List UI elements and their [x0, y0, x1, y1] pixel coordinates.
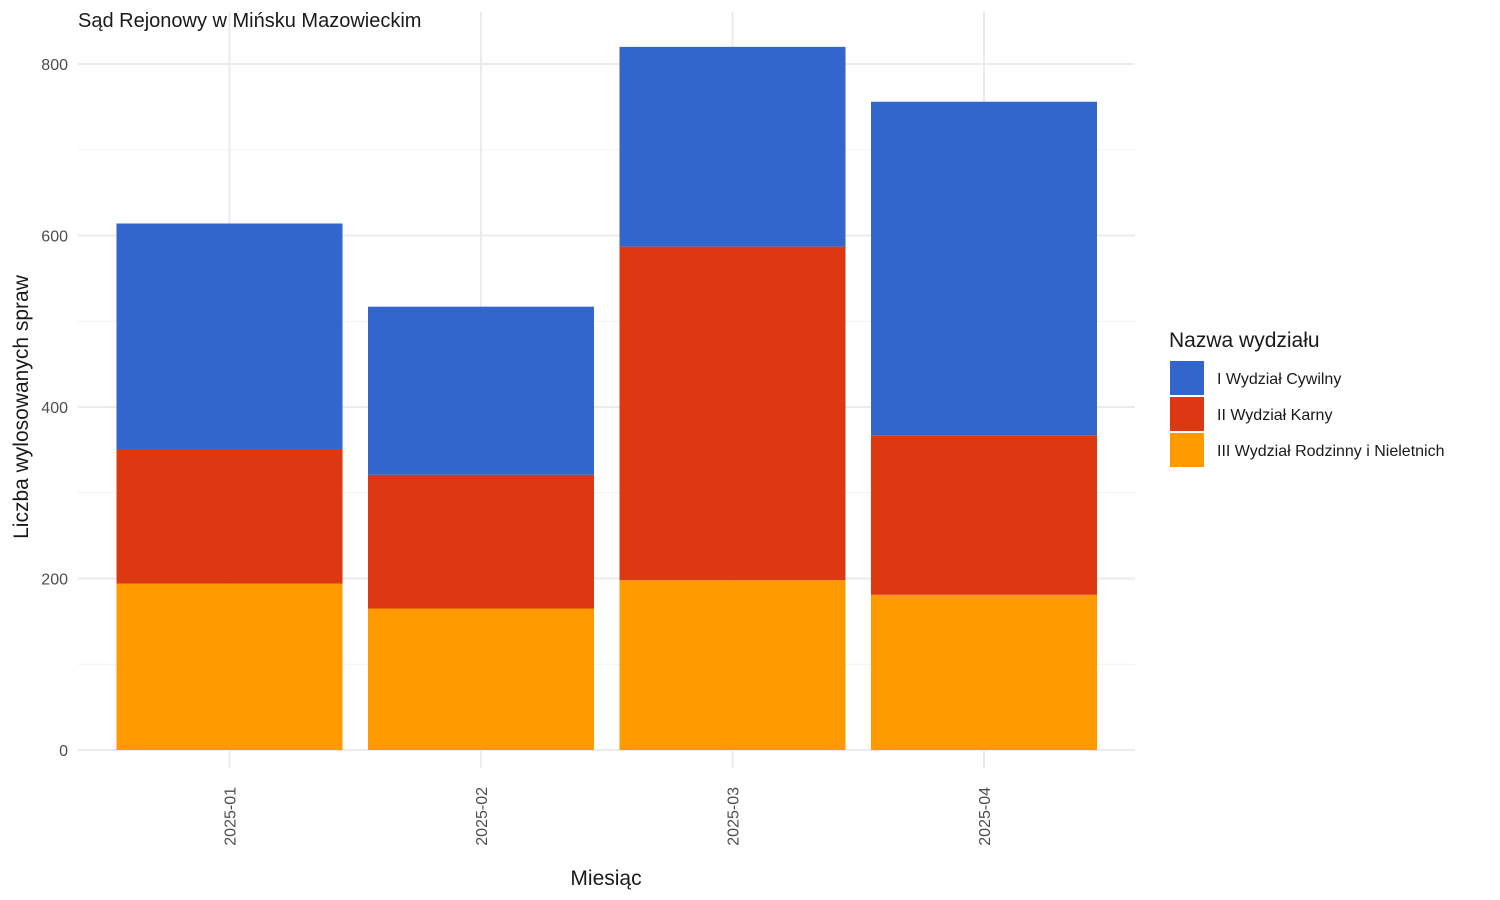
- x-tick-label: 2025-02: [474, 787, 491, 846]
- chart-title: Sąd Rejonowy w Mińsku Mazowieckim: [78, 10, 421, 32]
- bar-segment: [871, 435, 1097, 595]
- bar-segment: [368, 608, 594, 750]
- y-tick-label: 600: [41, 229, 68, 246]
- bar-segment: [619, 46, 846, 247]
- x-tick-label: 2025-01: [223, 787, 240, 846]
- bar-segment: [116, 449, 343, 584]
- y-tick-label: 0: [59, 743, 68, 760]
- y-tick-label: 400: [41, 400, 68, 417]
- axis-layer: 0 200 400 600 800 2025-01 2025-02 2025-03 2025-0…: [41, 57, 994, 846]
- bar-segment: [619, 580, 846, 750]
- legend-label: III Wydział Rodzinny i Nieletnich: [1217, 443, 1445, 460]
- x-axis-title: Miesiąc: [570, 867, 641, 890]
- legend-key: [1170, 361, 1204, 395]
- bar-segment: [368, 474, 594, 609]
- bar-segment: [116, 583, 343, 750]
- legend-label: II Wydział Karny: [1217, 407, 1332, 424]
- bar-segment: [619, 246, 846, 581]
- y-tick-label: 800: [41, 57, 68, 74]
- legend-key: [1170, 397, 1204, 431]
- bar-segment: [116, 223, 343, 450]
- bar-segment: [871, 594, 1097, 750]
- bar-segment: [368, 306, 594, 475]
- legend-title: Nazwa wydziału: [1169, 329, 1320, 352]
- x-tick-label: 2025-04: [977, 787, 994, 846]
- y-tick-label: 200: [41, 572, 68, 589]
- bar-segment: [871, 101, 1097, 436]
- legend: Nazwa wydziału I Wydział Cywilny II Wydzi…: [1169, 329, 1445, 467]
- legend-key: [1170, 433, 1204, 467]
- bars-layer: [116, 46, 1097, 750]
- x-tick-label: 2025-03: [726, 787, 743, 846]
- y-axis-title: Liczba wylosowanych spraw: [10, 274, 33, 539]
- legend-label: I Wydział Cywilny: [1217, 371, 1341, 388]
